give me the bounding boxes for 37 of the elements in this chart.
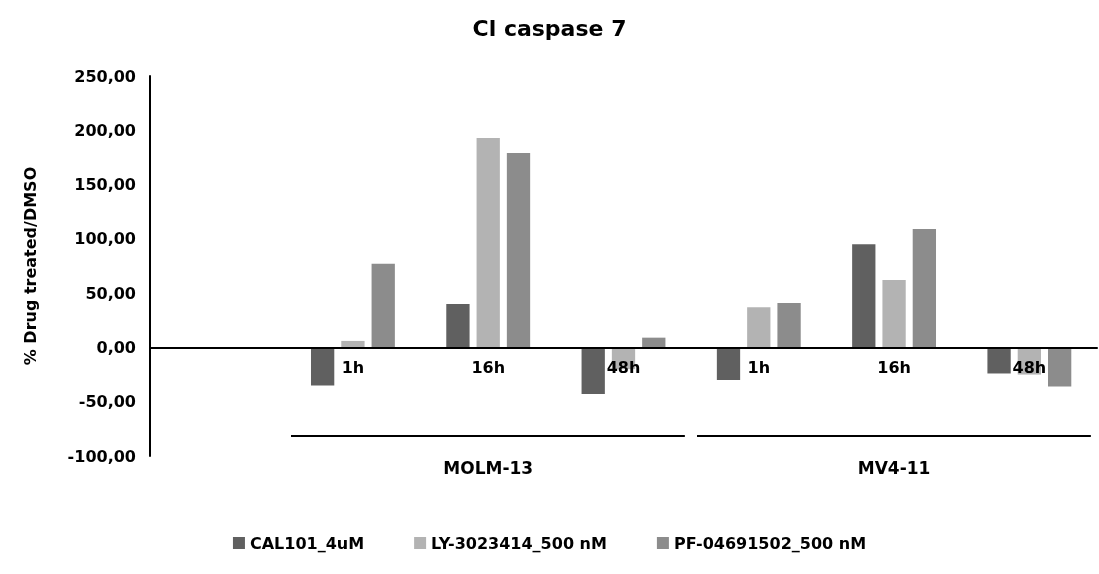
bar — [1048, 347, 1072, 387]
x-tick-label: 16h — [471, 357, 506, 377]
y-tick-label: 100,00 — [74, 229, 136, 249]
bar — [716, 347, 741, 380]
y-tick-label: 150,00 — [74, 175, 136, 195]
bar — [912, 229, 937, 348]
text: MV4-11 — [857, 458, 931, 478]
bar — [987, 347, 1011, 374]
y-tick-label: 50,00 — [85, 283, 136, 303]
y-tick-label: 0,00 — [96, 337, 136, 357]
bar — [341, 340, 365, 348]
bar — [642, 337, 666, 348]
bar — [747, 307, 771, 348]
x-tick-label: 16h — [877, 357, 911, 377]
x-tick-label: 1h — [747, 357, 771, 377]
bar — [852, 244, 876, 348]
x-tick-label: 48h — [606, 357, 641, 377]
y-tick-label: -50,00 — [78, 392, 136, 412]
chart-title: Cl caspase 7 — [472, 15, 627, 41]
bar — [310, 347, 335, 386]
y-tick-label: 250,00 — [74, 66, 136, 86]
y-axis-title: % Drug treated/DMSO — [20, 166, 40, 366]
x-tick-label: 1h — [341, 357, 365, 377]
bar — [882, 280, 906, 348]
y-tick-label: -100,00 — [67, 446, 136, 466]
y-tick-label: 200,00 — [74, 120, 136, 140]
bar — [777, 302, 801, 348]
text: MOLM-13 — [443, 458, 534, 478]
legend-label: PF-04691502_500 nM — [673, 533, 867, 553]
bar — [371, 263, 395, 348]
x-tick-label: 48h — [1012, 357, 1047, 377]
bar — [476, 137, 500, 348]
legend-label: CAL101_4uM — [249, 533, 365, 553]
legend-label: LY-3023414_500 nM — [431, 533, 607, 553]
bar — [581, 347, 605, 395]
bar — [446, 304, 470, 348]
bar — [506, 153, 531, 348]
